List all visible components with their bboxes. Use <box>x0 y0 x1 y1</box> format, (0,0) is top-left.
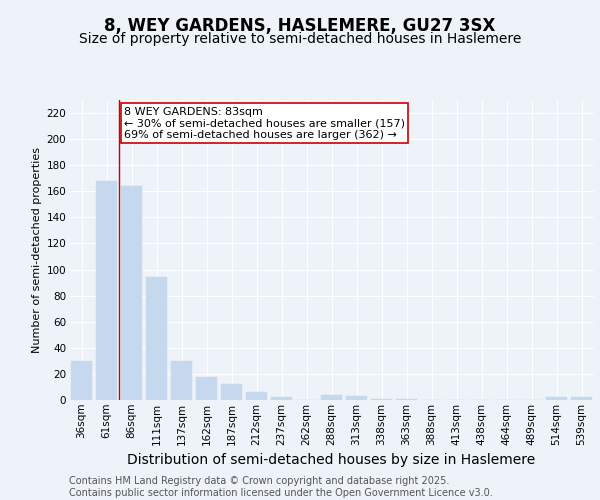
Bar <box>196 376 217 400</box>
Bar <box>571 398 592 400</box>
Bar <box>221 384 242 400</box>
Bar <box>146 278 167 400</box>
Bar <box>171 361 192 400</box>
Bar <box>371 398 392 400</box>
Bar <box>321 395 342 400</box>
Bar <box>346 396 367 400</box>
Y-axis label: Number of semi-detached properties: Number of semi-detached properties <box>32 147 43 353</box>
Text: 8 WEY GARDENS: 83sqm
← 30% of semi-detached houses are smaller (157)
69% of semi: 8 WEY GARDENS: 83sqm ← 30% of semi-detac… <box>124 106 405 140</box>
Text: Contains HM Land Registry data © Crown copyright and database right 2025.
Contai: Contains HM Land Registry data © Crown c… <box>69 476 493 498</box>
Text: 8, WEY GARDENS, HASLEMERE, GU27 3SX: 8, WEY GARDENS, HASLEMERE, GU27 3SX <box>104 18 496 36</box>
Bar <box>246 392 267 400</box>
Text: Size of property relative to semi-detached houses in Haslemere: Size of property relative to semi-detach… <box>79 32 521 46</box>
Bar <box>71 361 92 400</box>
Bar <box>546 398 567 400</box>
X-axis label: Distribution of semi-detached houses by size in Haslemere: Distribution of semi-detached houses by … <box>127 453 536 467</box>
Bar <box>121 186 142 400</box>
Bar <box>396 398 417 400</box>
Bar <box>96 181 117 400</box>
Bar <box>271 398 292 400</box>
